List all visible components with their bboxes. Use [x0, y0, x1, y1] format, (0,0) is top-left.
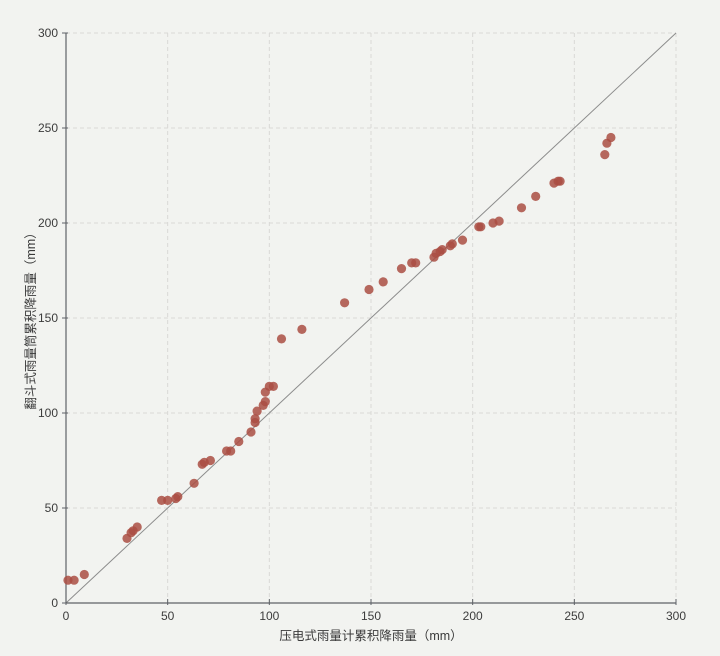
data-point: [494, 216, 504, 226]
data-point: [276, 334, 287, 344]
data-point: [411, 258, 421, 268]
y-tick-label: 300: [38, 26, 58, 40]
data-point: [396, 264, 407, 274]
data-point: [437, 245, 447, 255]
data-point: [476, 222, 486, 232]
x-tick-label: 150: [361, 609, 381, 623]
data-point: [260, 397, 270, 407]
tick-labels: 0 50 100 150 200 250 300 0 50 100 150 200 250 300: [38, 26, 686, 623]
data-point: [531, 191, 541, 201]
data-point: [79, 569, 89, 580]
data-point: [555, 176, 565, 186]
x-tick-label: 200: [463, 609, 483, 623]
data-point: [226, 446, 236, 456]
data-point: [297, 324, 307, 334]
y-tick-label: 50: [45, 501, 59, 515]
data-point: [252, 406, 262, 416]
x-tick-label: 250: [564, 609, 584, 623]
x-tick-label: 300: [666, 609, 686, 623]
x-tick-label: 50: [161, 609, 175, 623]
data-point: [447, 239, 457, 249]
data-point: [457, 235, 468, 245]
data-point: [268, 381, 278, 391]
x-tick-label: 0: [63, 609, 70, 623]
y-tick-label: 0: [51, 596, 58, 610]
data-point: [189, 478, 199, 488]
tick-marks: [62, 32, 677, 605]
identity-line-icon: [65, 32, 677, 604]
y-tick-label: 150: [38, 311, 58, 325]
data-point: [246, 427, 256, 437]
y-axis-title: 翻斗式雨量筒累积降雨量（mm）: [23, 226, 38, 409]
x-axis-title: 压电式雨量计累积降雨量（mm）: [279, 629, 462, 643]
data-point: [69, 575, 79, 585]
data-point: [516, 203, 527, 213]
y-tick-label: 100: [38, 406, 58, 420]
data-point: [205, 455, 215, 466]
data-point: [132, 522, 142, 532]
data-point: [364, 284, 374, 295]
data-point: [600, 150, 610, 160]
y-tick-label: 200: [38, 216, 58, 230]
data-point: [250, 414, 260, 424]
data-point: [234, 436, 244, 447]
data-point: [173, 492, 183, 502]
scatter-points: [63, 132, 616, 585]
data-point: [163, 495, 173, 505]
data-point: [378, 277, 388, 287]
data-point: [606, 132, 616, 143]
y-tick-label: 250: [38, 121, 58, 135]
x-tick-label: 100: [259, 609, 279, 623]
data-point: [340, 298, 350, 308]
